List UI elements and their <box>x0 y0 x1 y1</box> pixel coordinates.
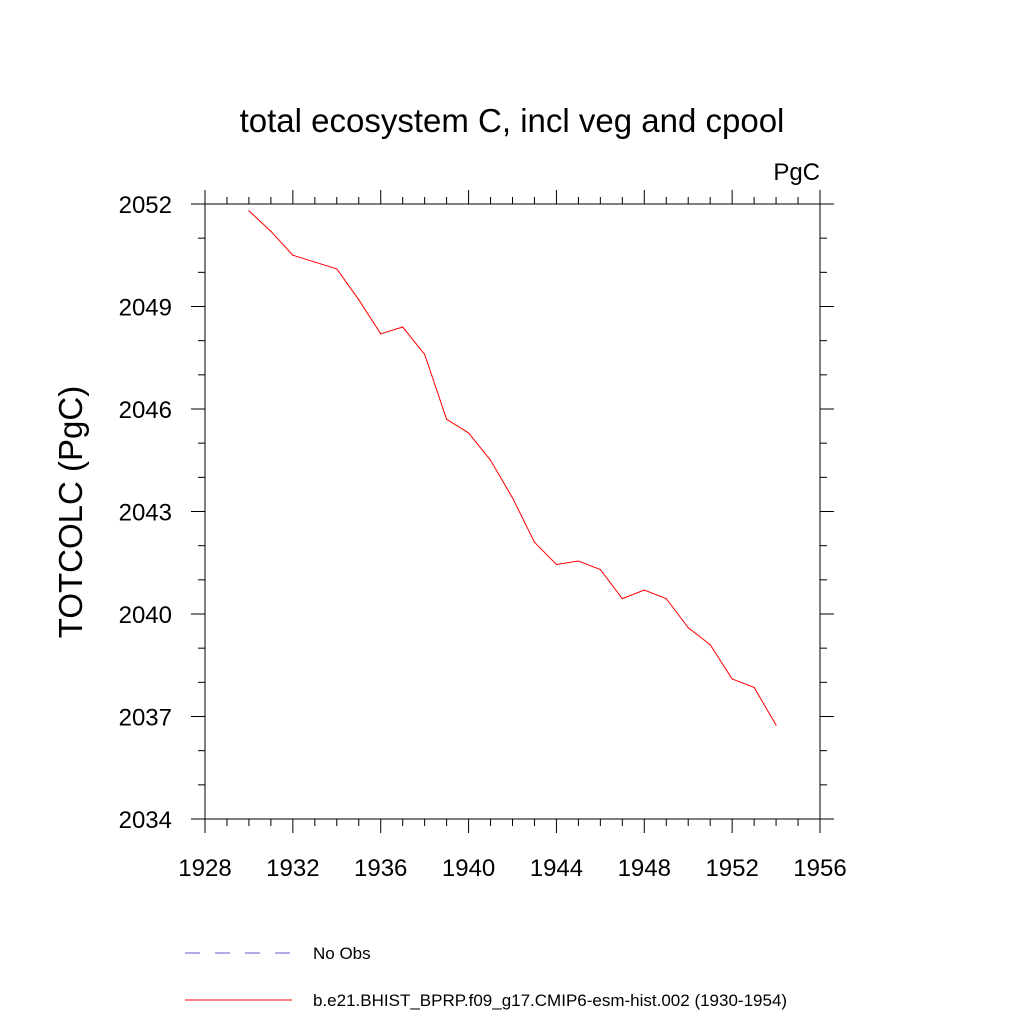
data-point <box>533 541 536 543</box>
series-line <box>248 210 777 726</box>
axis-tick-labels: 1928 1932 1936 1940 1944 1948 1952 1956 2034 2037… <box>119 192 847 882</box>
x-tick-label: 1952 <box>705 855 758 882</box>
units-label: PgC <box>773 159 820 186</box>
x-tick-label: 1932 <box>266 855 319 882</box>
data-point <box>446 418 448 420</box>
data-point <box>380 333 382 335</box>
series-layer <box>248 210 777 726</box>
x-tick-label: 1936 <box>354 855 407 882</box>
y-tick-label: 2037 <box>119 705 172 732</box>
chart-title: total ecosystem C, incl veg and cpool <box>240 102 785 139</box>
data-point <box>336 268 338 270</box>
data-point <box>687 627 689 629</box>
data-point <box>643 589 645 591</box>
axis-ticks <box>191 190 834 833</box>
data-point <box>577 560 579 562</box>
legend-entry-label: No Obs <box>313 944 371 963</box>
x-tick-label: 1956 <box>793 855 846 882</box>
data-point <box>489 459 492 461</box>
x-tick-label: 1944 <box>530 855 583 882</box>
data-point <box>467 432 470 434</box>
data-point <box>248 210 250 212</box>
data-point <box>358 299 360 301</box>
data-point <box>292 254 294 256</box>
data-point <box>775 724 777 726</box>
legend: No Obs b.e21.BHIST_BPRP.f09_g17.CMIP6-esm… <box>185 944 787 1010</box>
data-point <box>314 261 316 263</box>
y-tick-label: 2052 <box>119 192 172 219</box>
data-point <box>402 326 404 328</box>
data-point <box>424 353 426 355</box>
x-tick-label: 1948 <box>618 855 671 882</box>
data-point <box>270 230 272 232</box>
data-point <box>731 678 733 680</box>
plot-frame <box>204 203 821 820</box>
x-tick-label: 1940 <box>442 855 495 882</box>
x-tick-label: 1928 <box>178 855 231 882</box>
y-tick-label: 2043 <box>119 500 172 527</box>
y-axis-label: TOTCOLC (PgC) <box>52 386 89 638</box>
y-tick-label: 2046 <box>119 397 172 424</box>
data-point <box>709 644 711 646</box>
y-tick-label: 2034 <box>119 807 172 834</box>
legend-entry-label: b.e21.BHIST_BPRP.f09_g17.CMIP6-esm-hist.… <box>313 991 787 1010</box>
data-point <box>753 686 755 689</box>
data-point <box>621 598 623 600</box>
data-point <box>511 497 514 499</box>
y-tick-label: 2040 <box>119 602 172 629</box>
data-point <box>599 568 601 571</box>
data-point <box>665 598 667 600</box>
data-point <box>555 563 558 566</box>
y-tick-label: 2049 <box>119 295 172 322</box>
